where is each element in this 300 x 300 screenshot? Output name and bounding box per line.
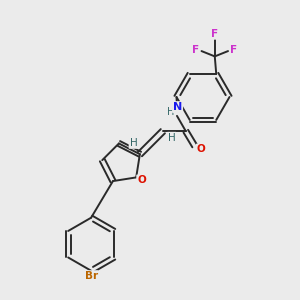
Text: Br: Br (85, 271, 98, 281)
Text: F: F (192, 45, 199, 55)
Text: O: O (197, 144, 206, 154)
Text: H: H (167, 107, 174, 117)
Text: N: N (173, 102, 182, 112)
Text: H: H (168, 133, 176, 143)
Text: O: O (137, 176, 146, 185)
Text: F: F (230, 45, 238, 55)
Text: H: H (130, 138, 137, 148)
Text: F: F (211, 29, 218, 39)
